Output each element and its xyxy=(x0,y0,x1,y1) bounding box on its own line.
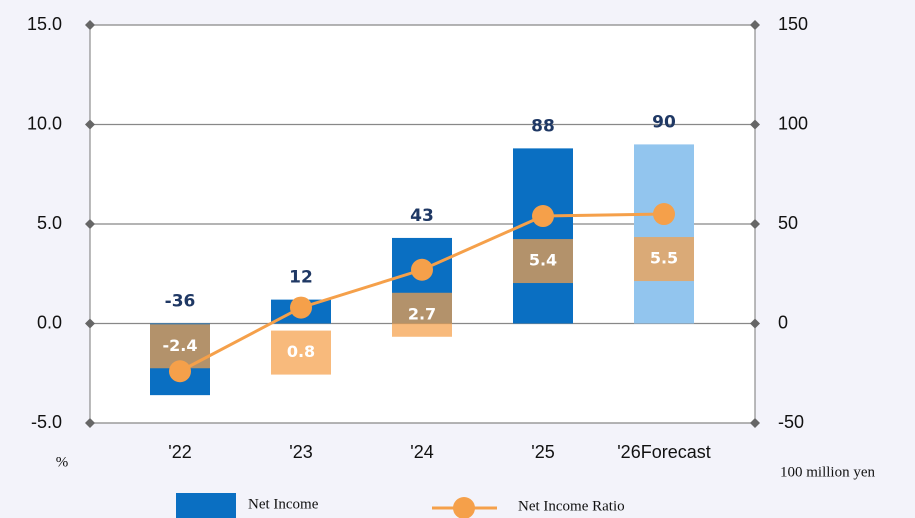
y2-tick-label: -50 xyxy=(778,412,804,432)
line-point xyxy=(169,360,191,383)
bar xyxy=(634,144,694,324)
tick-mark xyxy=(85,119,95,130)
tick-mark xyxy=(85,219,95,229)
bar-value-label: 43 xyxy=(410,206,434,226)
tick-mark xyxy=(85,318,95,329)
line-value-label: -2.4 xyxy=(163,336,198,355)
tick-mark xyxy=(750,20,760,30)
legend-swatch xyxy=(176,493,236,518)
y2-tick-label: 150 xyxy=(778,14,808,34)
y2-axis-label: 100 million yen xyxy=(780,464,875,480)
bar-value-label: 12 xyxy=(289,268,313,288)
y2-tick-label: 50 xyxy=(778,213,798,233)
line-point xyxy=(653,203,675,226)
tick-mark xyxy=(85,20,95,30)
y-tick-label: 5.0 xyxy=(37,213,62,233)
value-label-box xyxy=(513,239,573,284)
tick-mark xyxy=(750,318,760,329)
value-label-box xyxy=(392,292,452,337)
legend-swatch xyxy=(453,497,475,518)
line-value-label: 2.7 xyxy=(408,304,436,323)
line-point xyxy=(411,258,433,281)
value-label-box xyxy=(634,237,694,282)
line-value-label: 5.5 xyxy=(650,249,678,268)
y-axis-label: % xyxy=(56,454,69,470)
line-point xyxy=(532,205,554,228)
x-tick-label: '23 xyxy=(289,442,312,462)
x-tick-label: '24 xyxy=(410,442,433,462)
legend-label: Net Income Ratio xyxy=(518,498,625,514)
line-point xyxy=(290,296,312,319)
bar-value-label: 90 xyxy=(652,112,676,132)
y2-tick-label: 100 xyxy=(778,113,808,133)
bar-value-label: 88 xyxy=(531,116,555,136)
value-label-box xyxy=(271,330,331,375)
tick-mark xyxy=(750,119,760,130)
y-tick-label: 15.0 xyxy=(27,14,62,34)
tick-mark xyxy=(750,418,760,428)
tick-mark xyxy=(750,219,760,229)
bar-value-label: -36 xyxy=(165,292,196,312)
y-tick-label: -5.0 xyxy=(31,412,62,432)
legend-label: Net Income xyxy=(248,496,319,512)
bar xyxy=(513,148,573,324)
y-tick-label: 0.0 xyxy=(37,312,62,332)
y2-tick-label: 0 xyxy=(778,312,788,332)
y-tick-label: 10.0 xyxy=(27,113,62,133)
tick-mark xyxy=(85,418,95,428)
x-tick-label: '25 xyxy=(531,442,554,462)
line-value-label: 5.4 xyxy=(529,251,557,270)
x-tick-label: '26Forecast xyxy=(617,442,710,462)
line-value-label: 0.8 xyxy=(287,342,315,361)
x-tick-label: '22 xyxy=(168,442,191,462)
